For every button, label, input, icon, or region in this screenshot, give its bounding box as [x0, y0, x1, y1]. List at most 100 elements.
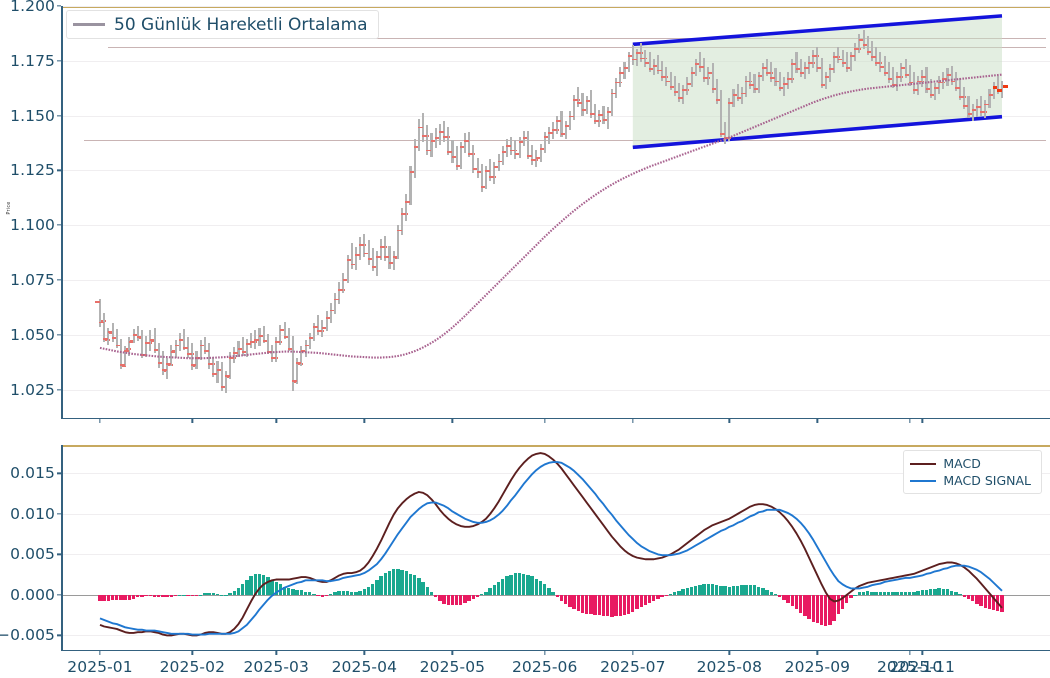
macd-histogram-bar: [840, 594, 845, 609]
macd-histogram-bar: [727, 586, 731, 595]
macd-histogram-bar: [551, 592, 555, 595]
macd-histogram-bar: [98, 594, 102, 602]
macd-histogram-bar: [928, 589, 933, 595]
macd-histogram-bar: [471, 594, 476, 599]
macd-gridline: [62, 513, 1050, 515]
macd-histogram-bar: [538, 581, 543, 595]
macd-histogram-bar: [811, 594, 815, 622]
macd-histogram-bar: [194, 594, 199, 596]
price-y-tick: 1.125: [10, 161, 55, 180]
legend-row-ma: 50 Günlük Hareketli Ortalama: [73, 14, 368, 35]
macd-histogram-bar: [589, 594, 593, 615]
macd-histogram-bar: [308, 592, 312, 595]
macd-histogram-bar: [962, 594, 966, 597]
macd-histogram-bar: [710, 584, 715, 595]
macd-y-tick: 0.010: [10, 504, 55, 523]
moving-average-line: [99, 73, 1003, 360]
macd-histogram-bar: [975, 594, 979, 604]
price-bottom-spine: [61, 418, 1050, 420]
macd-x-tickmark: [191, 651, 193, 655]
macd-histogram-bar: [123, 594, 127, 600]
macd-histogram-bar: [656, 594, 660, 599]
macd-histogram-bar: [639, 594, 643, 608]
macd-x-tickmark: [99, 651, 101, 655]
macd-histogram-bar: [161, 594, 165, 598]
moving-average-legend[interactable]: 50 Günlük Hareketli Ortalama: [66, 10, 379, 39]
macd-histogram-bar: [240, 584, 245, 595]
ma-legend-label: 50 Günlük Hareketli Ortalama: [114, 14, 368, 35]
macd-histogram-bar: [618, 594, 622, 616]
macd-plot-area: [62, 445, 1050, 650]
level-line-direnc-ust: [108, 37, 1046, 40]
macd-histogram-bar: [752, 585, 757, 595]
macd-histogram-bar: [941, 589, 945, 595]
macd-histogram-bar: [266, 577, 270, 595]
macd-histogram-bar: [115, 594, 119, 600]
macd-histogram-bar: [370, 583, 375, 595]
macd-histogram-bar: [324, 594, 329, 596]
price-x-tickmark: [363, 419, 365, 423]
price-plot-area: [62, 6, 1050, 418]
macd-x-tick: 2025-11: [889, 658, 956, 676]
macd-histogram-bar: [887, 592, 891, 595]
macd-histogram-bar: [849, 594, 853, 599]
macd-histogram-bar: [643, 594, 648, 606]
signal-legend-label: MACD SIGNAL: [943, 473, 1031, 488]
macd-histogram-bar: [400, 569, 404, 595]
price-y-tickmark: [57, 114, 61, 117]
macd-histogram-bar: [610, 594, 614, 617]
price-y-tickmark: [57, 60, 61, 62]
macd-histogram-bar: [547, 588, 551, 595]
price-y-tick: 1.175: [10, 51, 55, 70]
macd-histogram-bar: [312, 594, 316, 596]
macd-histogram-bar: [157, 594, 161, 597]
macd-x-tickmark: [728, 651, 730, 655]
macd-histogram-bar: [740, 585, 744, 595]
macd-histogram-bar: [903, 592, 908, 595]
macd-x-tickmark: [816, 651, 819, 655]
macd-x-tick: 2025-04: [331, 658, 398, 676]
macd-histogram-bar: [916, 590, 920, 595]
macd-histogram-bar: [958, 594, 962, 596]
macd-histogram-bar: [668, 594, 673, 596]
macd-histogram-bar: [991, 594, 996, 611]
macd-x-tick: 2025-05: [419, 658, 486, 676]
macd-histogram-bar: [601, 594, 606, 616]
macd-histogram-bar: [496, 581, 501, 595]
macd-x-tick: 2025-09: [784, 658, 851, 676]
price-gridline: [62, 334, 1050, 336]
price-y-tickmark: [57, 279, 61, 281]
macd-histogram-bar: [446, 594, 450, 606]
macd-histogram-bar: [165, 594, 169, 598]
price-x-tickmark: [191, 419, 193, 423]
macd-histogram-bar: [203, 593, 207, 595]
macd-histogram-bar: [182, 594, 186, 596]
macd-histogram-bar: [274, 581, 278, 595]
channel-shape: [632, 14, 1003, 150]
macd-x-tickmark: [921, 651, 923, 655]
macd-histogram-bar: [282, 586, 287, 595]
macd-histogram-bar: [908, 591, 912, 595]
macd-histogram-bar: [777, 594, 782, 598]
price-x-tickmark: [632, 419, 634, 423]
macd-histogram-bar: [949, 590, 954, 595]
price-gridline: [62, 6, 1050, 7]
macd-histogram-bar: [631, 594, 635, 612]
macd-histogram-bar: [513, 573, 518, 595]
macd-legend[interactable]: MACD MACD SIGNAL: [903, 450, 1042, 494]
macd-histogram-bar: [517, 573, 522, 595]
macd-histogram-bar: [316, 594, 320, 596]
macd-histogram-bar: [576, 594, 580, 612]
macd-x-tick: 2025-01: [67, 658, 133, 676]
macd-histogram-bar: [543, 584, 547, 595]
macd-histogram-bar: [790, 594, 794, 607]
macd-histogram-bar: [605, 594, 610, 616]
price-y-tickmark: [57, 5, 61, 7]
macd-histogram-bar: [731, 585, 736, 595]
macd-histogram-bar: [798, 594, 803, 613]
macd-histogram-bar: [257, 573, 262, 595]
macd-histogram-bar: [870, 591, 874, 595]
price-gridline: [62, 279, 1050, 281]
price-y-tick: 1.200: [10, 0, 55, 15]
macd-histogram-bar: [635, 594, 639, 610]
